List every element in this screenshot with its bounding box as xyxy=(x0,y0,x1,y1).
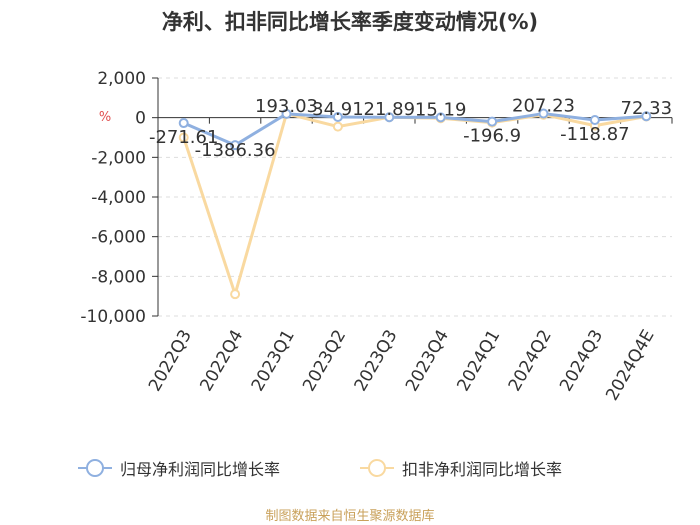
data-point-net-profit xyxy=(230,140,241,151)
data-point-deducted-profit xyxy=(332,121,343,132)
y-tick-label: 2,000 xyxy=(97,69,146,89)
x-tick-label: 2024Q3 xyxy=(556,327,607,395)
x-tick-label: 2024Q4E xyxy=(602,327,658,405)
y-tick-label: 0 xyxy=(135,109,146,129)
data-point-deducted-profit xyxy=(178,132,189,143)
data-point-net-profit xyxy=(332,111,343,122)
data-source: 制图数据来自恒生聚源数据库 xyxy=(265,509,435,524)
x-tick-label: 2023Q2 xyxy=(299,327,350,395)
data-label: 193.03 xyxy=(255,96,318,117)
data-point-deducted-profit xyxy=(230,289,241,300)
data-label: 34.91 xyxy=(312,99,364,120)
y-tick-label: -8,000 xyxy=(91,267,146,287)
data-label: 15.19 xyxy=(415,99,467,120)
x-tick-label: 2023Q1 xyxy=(248,327,299,395)
data-point-net-profit xyxy=(538,108,549,119)
data-label: 207.23 xyxy=(512,96,575,117)
data-label: -271.61 xyxy=(149,127,218,148)
data-label: -1386.36 xyxy=(195,140,276,161)
data-point-net-profit xyxy=(487,116,498,127)
chart-title: 净利、扣非同比增长率季度变动情况(%) xyxy=(161,10,539,34)
data-point-net-profit xyxy=(641,111,652,122)
x-tick-label: 2023Q4 xyxy=(402,327,453,395)
y-tick-label: -10,000 xyxy=(80,307,146,327)
legend-item-deducted-profit[interactable]: 扣非净利润同比增长率 xyxy=(360,455,562,481)
data-point-net-profit xyxy=(384,112,395,123)
line-chart: 2,000 0 -2,000 -4,000 -6,000 -8,000 -10,000% 20… xyxy=(80,69,673,405)
legend-item-net-profit[interactable]: 归母净利润同比增长率 xyxy=(78,455,280,481)
data-label: -196.9 xyxy=(463,126,521,147)
data-point-net-profit xyxy=(178,118,189,129)
data-label: 72.33 xyxy=(621,98,673,119)
data-point-net-profit xyxy=(589,115,600,126)
y-tick-label: -4,000 xyxy=(91,188,146,208)
x-tick-label: 2024Q2 xyxy=(505,327,556,395)
y-tick-label: -6,000 xyxy=(91,228,146,248)
x-tick-label: 2022Q3 xyxy=(145,327,196,395)
legend-marker-net-profit xyxy=(78,459,112,477)
x-tick-label: 2022Q4 xyxy=(196,327,247,395)
legend: 归母净利润同比增长率 扣非净利润同比增长率 xyxy=(0,455,700,481)
data-label: -118.87 xyxy=(560,124,629,145)
y-axis-unit: % xyxy=(99,110,111,125)
legend-label-deducted-profit: 扣非净利润同比增长率 xyxy=(402,460,563,479)
series-line-net-profit xyxy=(183,112,647,147)
y-tick-label: -2,000 xyxy=(91,148,146,168)
legend-label-net-profit: 归母净利润同比增长率 xyxy=(120,460,281,479)
data-label: 21.89 xyxy=(364,99,416,120)
x-tick-label: 2024Q1 xyxy=(453,326,504,394)
legend-marker-deducted-profit xyxy=(360,459,394,477)
data-point-net-profit xyxy=(281,108,292,119)
x-tick-label: 2023Q3 xyxy=(351,327,402,395)
data-point-net-profit xyxy=(435,112,446,123)
